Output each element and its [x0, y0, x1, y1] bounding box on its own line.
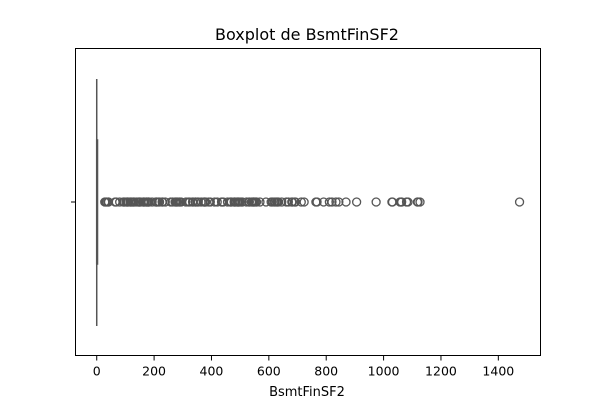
outlier-point — [296, 197, 306, 207]
outlier-point — [212, 197, 222, 207]
outlier-point — [415, 197, 425, 207]
x-tick-label: 1200 — [425, 364, 457, 379]
outlier-point — [251, 197, 262, 207]
outlier-point — [334, 197, 344, 207]
outlier-point — [341, 197, 351, 207]
chart-title: Boxplot de BsmtFinSF2 — [215, 25, 399, 44]
outlier-point — [299, 197, 309, 207]
x-tick-label: 1400 — [482, 364, 514, 379]
x-tick-label: 200 — [142, 364, 166, 379]
box-layer — [95, 79, 99, 326]
outlier-point — [201, 197, 211, 207]
outlier-point — [371, 197, 381, 207]
x-tick-label: 400 — [200, 364, 224, 379]
outlier-point — [154, 197, 165, 207]
outlier-point — [351, 197, 362, 207]
outlier-point — [327, 197, 337, 207]
outlier-point — [237, 197, 247, 207]
plot-area — [71, 48, 541, 356]
x-tick-label: 0 — [93, 364, 101, 379]
outlier-point — [514, 197, 525, 207]
outlier-point — [324, 197, 335, 207]
outlier-point — [277, 197, 287, 207]
outlier-point — [255, 197, 265, 207]
outlier-point — [312, 197, 322, 207]
x-tick-label: 1000 — [368, 364, 400, 379]
x-tick-label: 800 — [314, 364, 338, 379]
outlier-point — [160, 197, 170, 207]
x-axis: 0 200 400 600 800 1000 1200 1400 — [93, 355, 514, 379]
outlier-point — [403, 197, 413, 207]
x-tick-label: 600 — [257, 364, 281, 379]
outlier-layer — [100, 197, 525, 207]
outlier-point — [397, 197, 407, 207]
outlier-point — [283, 197, 294, 207]
outlier-point — [205, 197, 215, 207]
x-axis-label: BsmtFinSF2 — [269, 385, 345, 400]
outlier-point — [331, 197, 341, 207]
